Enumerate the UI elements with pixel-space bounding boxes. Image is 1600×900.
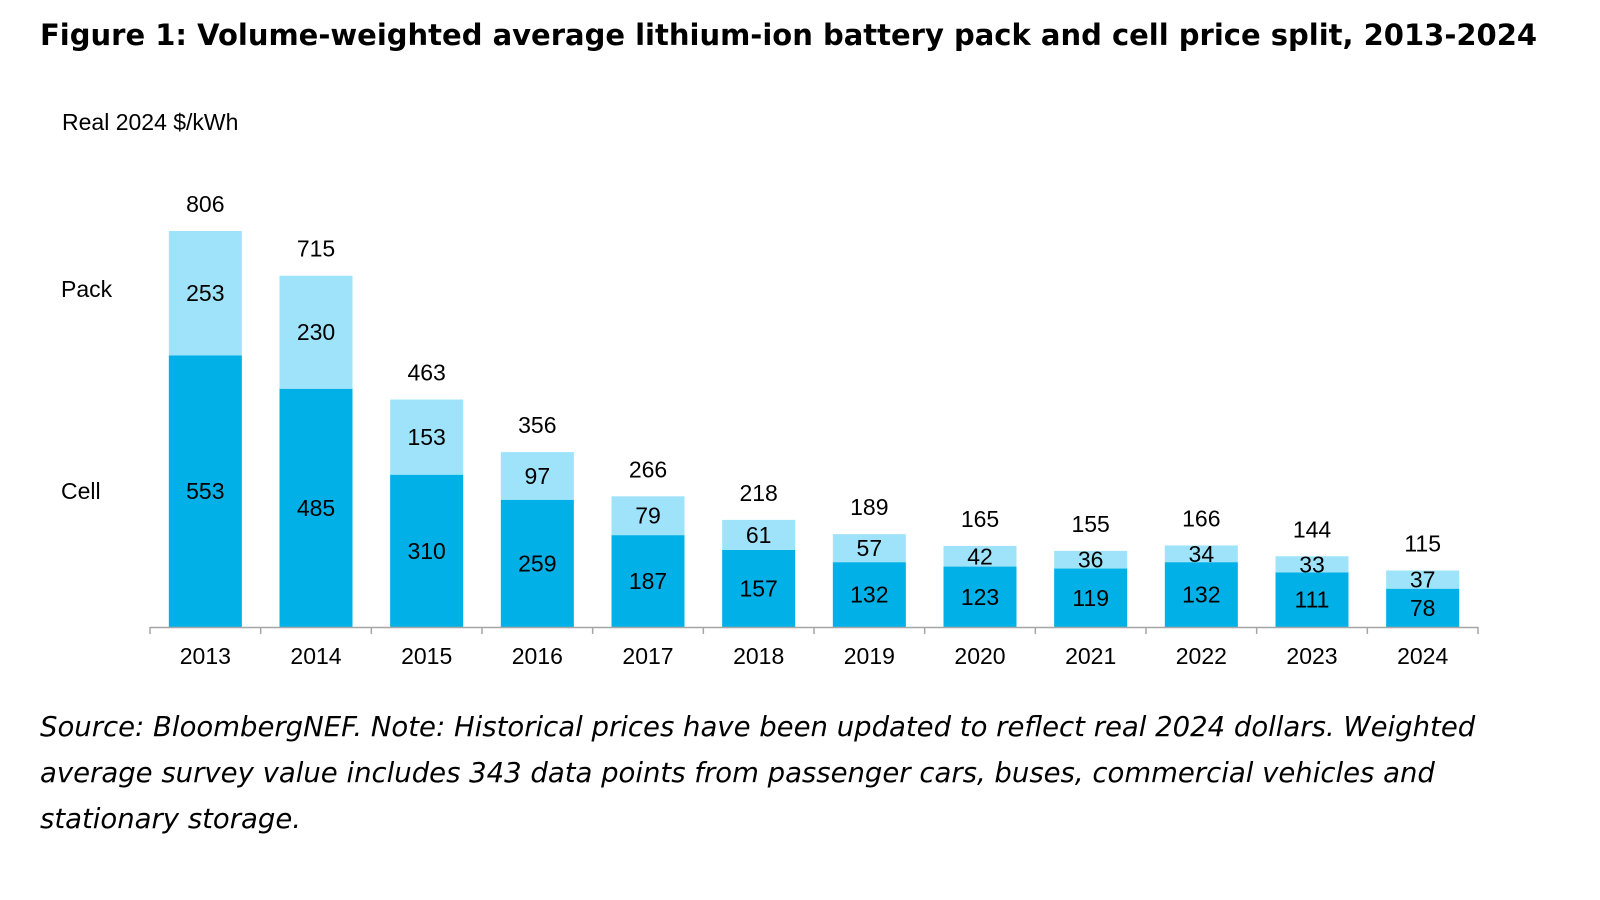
x-tick-label-2016: 2016 xyxy=(512,643,563,669)
data-label-pack-2022: 34 xyxy=(1189,541,1215,567)
bar-pack-2021 xyxy=(1054,550,1128,569)
data-label-cell-2017: 187 xyxy=(629,568,667,594)
data-label-total-2024: 115 xyxy=(1404,530,1441,556)
x-axis: 2013 2014 2015 2016 2017 2018 2019 2020 2021 2022… xyxy=(149,626,1479,669)
bar-pack-2013 xyxy=(168,231,242,356)
bar-cell-2022 xyxy=(1164,562,1238,627)
bar-pack-2019 xyxy=(832,534,906,563)
bar-pack-2016 xyxy=(500,452,574,500)
bar-cell-2015 xyxy=(390,474,464,627)
data-label-cell-2024: 78 xyxy=(1410,595,1436,621)
data-label-total-2018: 218 xyxy=(739,480,777,506)
data-label-pack-2019: 57 xyxy=(857,535,883,561)
bar-cell-2019 xyxy=(832,562,906,627)
bar-pack-2015 xyxy=(390,399,464,475)
data-label-total-2017: 266 xyxy=(629,456,667,482)
data-label-pack-2018: 61 xyxy=(746,522,772,548)
figure-title: Figure 1: Volume-weighted average lithiu… xyxy=(40,18,1538,52)
x-tick-label-2013: 2013 xyxy=(180,643,231,669)
data-label-total-2015: 463 xyxy=(407,360,445,386)
bar-pack-2022 xyxy=(1164,545,1238,563)
bar-cell-2023 xyxy=(1275,572,1349,627)
data-label-pack-2021: 36 xyxy=(1078,547,1104,573)
bar-pack-2020 xyxy=(943,545,1017,567)
data-label-total-2014: 715 xyxy=(297,236,335,262)
y-axis-label: Real 2024 $/kWh xyxy=(62,109,238,135)
data-label-total-2021: 155 xyxy=(1071,511,1109,537)
bar-cell-2021 xyxy=(1054,568,1128,627)
data-label-cell-2015: 310 xyxy=(407,538,445,564)
x-tick-label-2017: 2017 xyxy=(622,643,673,669)
data-label-total-2022: 166 xyxy=(1182,505,1220,531)
data-label-cell-2023: 111 xyxy=(1295,587,1330,613)
data-label-pack-2024: 37 xyxy=(1410,567,1436,593)
data-label-pack-2016: 97 xyxy=(525,463,551,489)
bar-cell-2024 xyxy=(1386,588,1460,627)
bar-pack-2014 xyxy=(279,275,353,389)
data-label-total-2016: 356 xyxy=(518,412,556,438)
data-label-cell-2019: 132 xyxy=(850,582,888,608)
bar-pack-2018 xyxy=(722,519,796,550)
source-note: Source: BloombergNEF. Note: Historical p… xyxy=(40,711,1476,835)
x-tick-label-2021: 2021 xyxy=(1065,643,1116,669)
x-tick-label-2019: 2019 xyxy=(844,643,895,669)
bar-cell-2013 xyxy=(168,355,242,627)
stacked-bar-chart: Real 2024 $/kWh Pack Cell 553 253 806 485 23… xyxy=(61,109,1479,669)
data-label-cell-2021: 119 xyxy=(1072,585,1109,611)
data-label-total-2013: 806 xyxy=(186,191,224,217)
data-label-cell-2022: 132 xyxy=(1182,582,1220,608)
legend-label-cell: Cell xyxy=(61,478,101,504)
x-tick-label-2024: 2024 xyxy=(1397,643,1448,669)
x-tick-label-2015: 2015 xyxy=(401,643,452,669)
bar-pack-2017 xyxy=(611,496,685,536)
data-label-pack-2017: 79 xyxy=(635,503,661,529)
x-tick-label-2023: 2023 xyxy=(1286,643,1337,669)
bar-cell-2018 xyxy=(722,549,796,627)
data-label-cell-2016: 259 xyxy=(518,550,556,576)
x-tick-label-2014: 2014 xyxy=(290,643,341,669)
data-label-cell-2020: 123 xyxy=(961,584,999,610)
data-label-pack-2015: 153 xyxy=(407,424,445,450)
bars-group: 553 253 806 485 230 715 310 153 463 259 97 356 187 79… xyxy=(168,191,1460,627)
data-label-total-2019: 189 xyxy=(850,494,888,520)
data-label-total-2020: 165 xyxy=(961,506,999,532)
data-label-cell-2014: 485 xyxy=(297,495,335,521)
bar-cell-2016 xyxy=(500,499,574,627)
data-label-cell-2018: 157 xyxy=(739,575,777,601)
bar-cell-2014 xyxy=(279,388,353,627)
bar-cell-2017 xyxy=(611,535,685,627)
x-tick-label-2018: 2018 xyxy=(733,643,784,669)
data-label-pack-2023: 33 xyxy=(1299,551,1325,577)
x-tick-label-2022: 2022 xyxy=(1176,643,1227,669)
data-label-pack-2020: 42 xyxy=(967,543,993,569)
data-label-total-2023: 144 xyxy=(1293,516,1332,542)
data-label-pack-2013: 253 xyxy=(186,280,224,306)
bar-pack-2023 xyxy=(1275,556,1349,573)
data-label-pack-2014: 230 xyxy=(297,319,335,345)
bar-pack-2024 xyxy=(1386,570,1460,589)
legend-label-pack: Pack xyxy=(61,276,113,302)
x-tick-label-2020: 2020 xyxy=(954,643,1005,669)
data-label-cell-2013: 553 xyxy=(186,478,224,504)
bar-cell-2020 xyxy=(943,566,1017,627)
